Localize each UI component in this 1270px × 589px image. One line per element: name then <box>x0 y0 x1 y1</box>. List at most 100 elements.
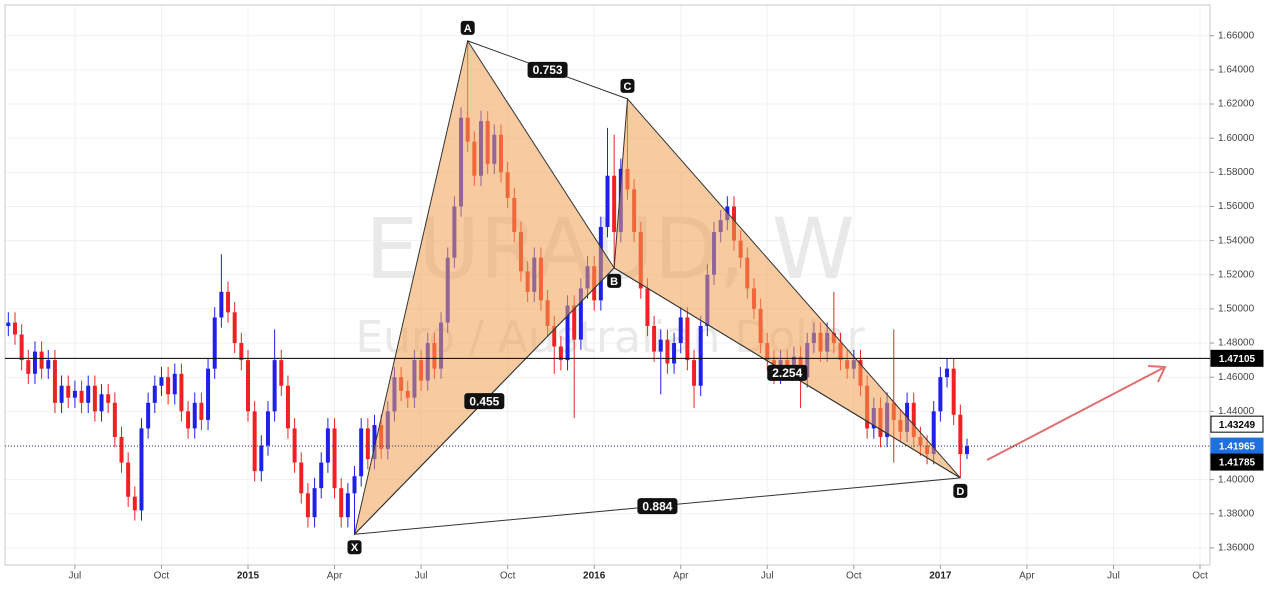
candle-body <box>572 305 577 340</box>
candle-body <box>678 317 683 344</box>
x-tick-label: Jul <box>69 571 82 582</box>
candle-body <box>246 360 250 412</box>
candle-body <box>365 428 370 460</box>
candle-body <box>279 360 284 386</box>
axes: 1.360001.380001.400001.420001.440001.460… <box>69 30 1255 581</box>
point-label: X <box>351 542 359 554</box>
candle-body <box>965 446 969 455</box>
candle-body <box>119 436 124 463</box>
arrow-head <box>1147 365 1167 383</box>
candle-body <box>692 360 697 386</box>
candle-body <box>685 317 690 361</box>
ratio-label: 2.254 <box>772 366 802 380</box>
ratio-label: 0.884 <box>642 499 672 513</box>
x-tick-label: 2017 <box>929 571 952 582</box>
candle-body <box>212 317 217 369</box>
candle-body <box>226 291 231 313</box>
candle-body <box>299 462 304 494</box>
y-tick-label: 1.58000 <box>1218 167 1255 178</box>
candle-body <box>665 339 670 364</box>
candle-body <box>52 360 57 403</box>
y-tick-label: 1.52000 <box>1218 269 1255 280</box>
y-tick-label: 1.66000 <box>1218 30 1255 41</box>
candle-body <box>911 402 916 437</box>
candle-body <box>92 385 97 412</box>
candle-body <box>292 428 297 463</box>
ratio-label: 0.455 <box>469 394 499 408</box>
level-label: 1.41965 <box>1219 442 1256 453</box>
level-label-box <box>1210 349 1264 367</box>
candle-body <box>951 368 956 415</box>
candle-body <box>931 411 936 455</box>
candle-body <box>359 428 364 477</box>
candle-body <box>312 488 317 518</box>
x-tick-label: Oct <box>1192 571 1208 582</box>
candle-body <box>219 291 224 318</box>
candle-body <box>199 402 204 420</box>
candle-body <box>232 312 237 344</box>
ratio-label-box <box>637 498 678 515</box>
ratio-label: 0.753 <box>533 63 563 77</box>
arrow-line <box>986 367 1164 461</box>
y-tick-label: 1.50000 <box>1218 304 1255 315</box>
candle-body <box>46 360 51 369</box>
point-label: A <box>464 23 472 35</box>
level-label: 1.43249 <box>1219 420 1256 431</box>
point-label-box <box>460 20 475 35</box>
candle-body <box>86 385 91 403</box>
y-tick-label: 1.46000 <box>1218 372 1255 383</box>
candle-body <box>698 325 703 386</box>
candle-body <box>146 402 151 429</box>
y-tick-label: 1.36000 <box>1218 543 1255 554</box>
level-label-box <box>1210 415 1264 433</box>
candle-body <box>106 394 111 403</box>
candle-body <box>958 414 963 455</box>
point-label-box <box>953 483 968 498</box>
candle-body <box>372 425 377 460</box>
candle-body <box>252 411 257 472</box>
ratio-label-box <box>767 364 808 381</box>
x-tick-label: Apr <box>1019 571 1035 582</box>
level-label: 1.41785 <box>1219 458 1256 469</box>
candle-body <box>305 493 310 518</box>
x-tick-label: Apr <box>327 571 343 582</box>
y-tick-label: 1.56000 <box>1218 201 1255 212</box>
level-label-box <box>1210 453 1264 471</box>
candle-body <box>19 334 24 361</box>
point-label: B <box>610 276 618 288</box>
candle-body <box>945 368 950 378</box>
candle-body <box>79 390 84 403</box>
candle-body <box>32 351 37 374</box>
candle-body <box>99 394 104 412</box>
ratio-label-box <box>527 61 568 78</box>
candle-body <box>179 373 184 412</box>
y-tick-label: 1.40000 <box>1218 474 1255 485</box>
candle-body <box>159 377 164 386</box>
x-tick-label: Jul <box>1107 571 1120 582</box>
candle-body <box>578 288 583 340</box>
price-levels: 1.47105 1.43249 1.41965 1.41785 <box>5 349 1264 471</box>
candle-body <box>672 343 677 364</box>
candle-body <box>166 377 171 395</box>
x-tick-label: Jul <box>761 571 774 582</box>
candle-body <box>186 411 191 429</box>
candle-body <box>206 368 211 420</box>
candle-body <box>272 360 277 412</box>
y-tick-label: 1.54000 <box>1218 235 1255 246</box>
candle-body <box>285 385 290 429</box>
y-tick-label: 1.48000 <box>1218 338 1255 349</box>
candle-body <box>239 343 244 361</box>
ratio-label-box <box>464 393 505 410</box>
x-tick-label: Jul <box>415 571 428 582</box>
point-label: C <box>623 81 631 93</box>
point-label-box <box>347 540 362 555</box>
point-label: D <box>956 486 964 498</box>
x-tick-label: Oct <box>846 571 862 582</box>
candle-body <box>658 339 663 352</box>
point-label-box <box>607 273 622 288</box>
candle-body <box>332 428 337 489</box>
candle-body <box>132 496 137 511</box>
